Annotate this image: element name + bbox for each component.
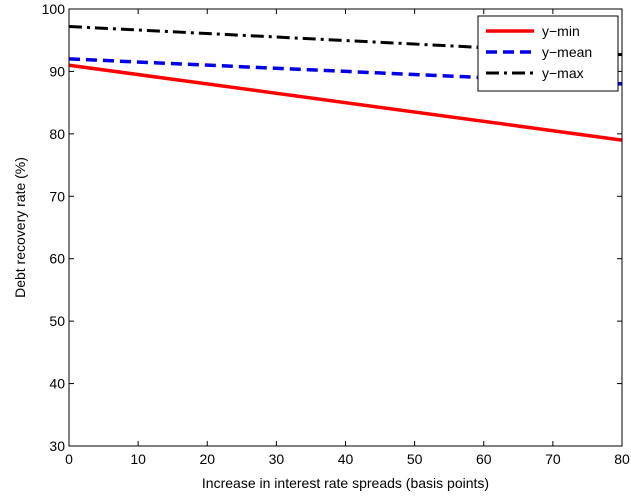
y-tick-label: 100 — [42, 1, 66, 17]
x-tick-label: 40 — [338, 451, 354, 467]
y-tick-label: 80 — [49, 126, 65, 142]
y-axis-ticks: 30 40 50 60 70 80 90 100 — [42, 1, 622, 454]
y-tick-label: 50 — [49, 313, 65, 329]
x-tick-label: 60 — [476, 451, 492, 467]
x-tick-label: 10 — [130, 451, 146, 467]
legend-label-2: y−mean — [542, 44, 592, 60]
x-tick-label: 80 — [614, 451, 630, 467]
legend-label-1: y−min — [542, 23, 580, 39]
x-tick-label: 50 — [407, 451, 423, 467]
y-tick-label: 40 — [49, 376, 65, 392]
y-tick-label: 90 — [49, 63, 65, 79]
x-tick-label: 30 — [269, 451, 285, 467]
y-tick-label: 60 — [49, 251, 65, 267]
legend: y−min y−mean y−max — [477, 15, 619, 92]
x-tick-label: 20 — [199, 451, 215, 467]
x-tick-label: 70 — [545, 451, 561, 467]
x-tick-label: 0 — [65, 451, 73, 467]
y-tick-label: 70 — [49, 188, 65, 204]
legend-box — [477, 15, 619, 92]
x-axis-ticks: 0 10 20 30 40 50 60 70 80 — [65, 9, 630, 467]
x-axis-title: Increase in interest rate spreads (basis… — [202, 475, 489, 491]
series-line-1 — [69, 63, 622, 142]
legend-label-3: y−max — [542, 65, 584, 81]
y-tick-label: 30 — [49, 438, 65, 454]
y-axis-title: Debt recovery rate (%) — [12, 157, 28, 298]
